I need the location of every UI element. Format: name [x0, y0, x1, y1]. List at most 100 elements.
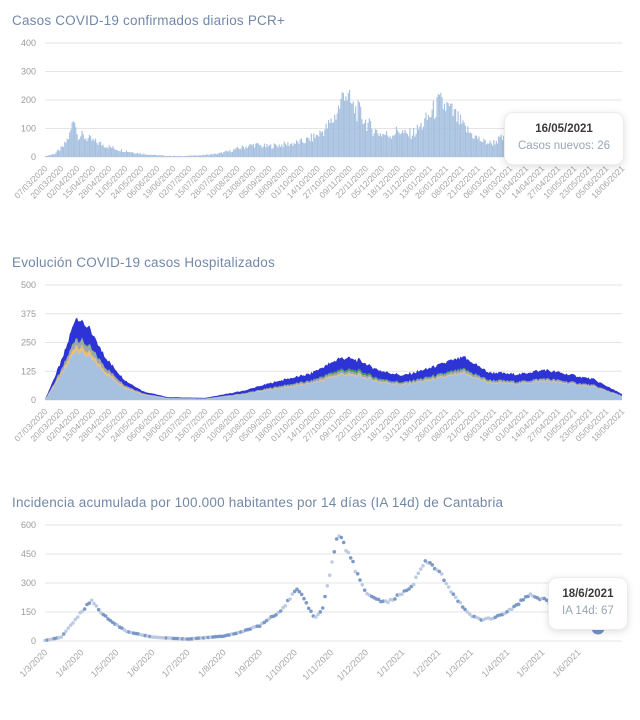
- bar[interactable]: [293, 143, 295, 157]
- bar[interactable]: [387, 135, 389, 157]
- bar[interactable]: [231, 151, 234, 157]
- bar[interactable]: [446, 101, 448, 157]
- data-point-dot[interactable]: [386, 600, 390, 605]
- bar[interactable]: [384, 135, 386, 157]
- bar[interactable]: [323, 136, 325, 157]
- bar[interactable]: [302, 142, 304, 157]
- bar[interactable]: [422, 126, 425, 157]
- bar[interactable]: [325, 123, 327, 157]
- bar[interactable]: [340, 98, 342, 157]
- bar[interactable]: [383, 134, 385, 157]
- bar[interactable]: [64, 141, 66, 157]
- bar[interactable]: [489, 140, 491, 157]
- bar[interactable]: [53, 154, 55, 157]
- data-point-dot[interactable]: [73, 617, 78, 622]
- bar[interactable]: [104, 147, 107, 157]
- bar[interactable]: [101, 145, 103, 157]
- data-point-dot[interactable]: [346, 550, 351, 555]
- data-point-dot[interactable]: [505, 610, 509, 614]
- bar[interactable]: [480, 141, 483, 157]
- bar[interactable]: [192, 155, 194, 157]
- bar[interactable]: [257, 143, 259, 157]
- data-point-dot[interactable]: [414, 575, 418, 579]
- bar[interactable]: [263, 143, 266, 157]
- bar[interactable]: [66, 138, 68, 157]
- data-point-dot[interactable]: [292, 589, 297, 594]
- bar[interactable]: [278, 144, 280, 157]
- bar[interactable]: [109, 146, 111, 157]
- data-point-dot[interactable]: [306, 606, 311, 611]
- bar[interactable]: [411, 135, 414, 157]
- data-point-dot[interactable]: [320, 606, 325, 610]
- bar[interactable]: [50, 154, 52, 157]
- bar[interactable]: [111, 147, 113, 157]
- bar[interactable]: [409, 128, 411, 157]
- bar[interactable]: [225, 150, 227, 157]
- bar[interactable]: [272, 148, 274, 157]
- bar[interactable]: [162, 155, 164, 157]
- bar[interactable]: [498, 136, 500, 157]
- bar[interactable]: [46, 155, 49, 157]
- bar[interactable]: [189, 155, 192, 157]
- bar[interactable]: [503, 135, 505, 157]
- bar[interactable]: [360, 106, 362, 157]
- bar[interactable]: [288, 146, 290, 157]
- bar[interactable]: [478, 136, 480, 157]
- bar[interactable]: [82, 134, 84, 157]
- bar[interactable]: [61, 146, 63, 157]
- bar[interactable]: [262, 146, 264, 157]
- data-point-dot[interactable]: [421, 564, 425, 568]
- bar[interactable]: [81, 130, 83, 157]
- bar[interactable]: [352, 101, 354, 157]
- bar[interactable]: [159, 155, 161, 157]
- bar[interactable]: [196, 155, 198, 157]
- bar[interactable]: [305, 137, 307, 157]
- data-point-dot[interactable]: [66, 626, 71, 630]
- bar[interactable]: [471, 133, 473, 157]
- bar[interactable]: [294, 143, 296, 157]
- bar[interactable]: [330, 118, 332, 157]
- bar[interactable]: [397, 130, 399, 157]
- bar[interactable]: [277, 147, 279, 157]
- bar[interactable]: [490, 143, 492, 157]
- data-point-dot[interactable]: [94, 604, 99, 608]
- bar[interactable]: [128, 151, 130, 157]
- bar[interactable]: [355, 106, 357, 157]
- bar[interactable]: [297, 141, 299, 157]
- bar[interactable]: [430, 117, 432, 157]
- bar[interactable]: [419, 126, 421, 157]
- bar[interactable]: [336, 113, 338, 157]
- bar[interactable]: [289, 144, 291, 157]
- bar[interactable]: [115, 149, 118, 157]
- bar[interactable]: [94, 138, 97, 157]
- bar[interactable]: [221, 153, 224, 157]
- data-point-dot[interactable]: [358, 578, 362, 582]
- data-point-dot[interactable]: [430, 563, 435, 567]
- bar[interactable]: [394, 133, 396, 157]
- data-point-dot[interactable]: [355, 572, 360, 576]
- data-point-dot[interactable]: [351, 559, 355, 564]
- data-point-dot[interactable]: [393, 597, 397, 601]
- bar[interactable]: [51, 154, 54, 157]
- bar[interactable]: [204, 155, 206, 157]
- bar[interactable]: [457, 111, 459, 157]
- data-point-dot[interactable]: [274, 613, 278, 617]
- data-point-dot[interactable]: [544, 598, 549, 603]
- bar[interactable]: [496, 143, 499, 157]
- bar[interactable]: [226, 151, 229, 157]
- bar[interactable]: [239, 149, 241, 157]
- bar[interactable]: [246, 148, 248, 157]
- bar[interactable]: [260, 144, 262, 157]
- bar[interactable]: [318, 136, 320, 157]
- bar[interactable]: [154, 154, 156, 157]
- bar[interactable]: [177, 155, 179, 157]
- bar[interactable]: [218, 153, 220, 157]
- bar[interactable]: [466, 132, 468, 157]
- bar[interactable]: [120, 149, 123, 157]
- bar[interactable]: [421, 129, 423, 157]
- bar[interactable]: [172, 155, 174, 157]
- data-point-dot[interactable]: [323, 594, 327, 599]
- bar[interactable]: [193, 155, 195, 157]
- data-point-dot[interactable]: [411, 582, 416, 587]
